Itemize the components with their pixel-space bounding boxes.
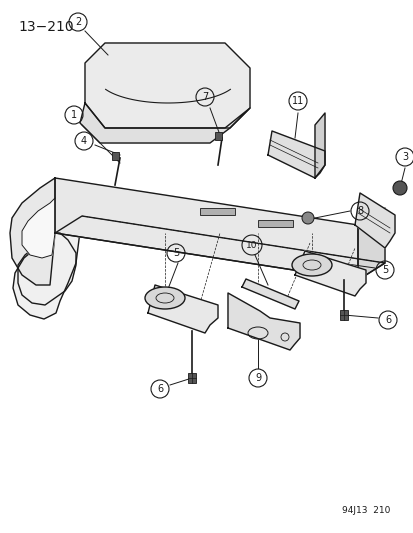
Text: 2: 2 <box>75 17 81 27</box>
Bar <box>257 220 292 227</box>
Polygon shape <box>357 208 384 280</box>
Text: 7: 7 <box>202 92 208 102</box>
Text: 8: 8 <box>356 206 362 216</box>
Text: 5: 5 <box>173 248 179 258</box>
Text: 6: 6 <box>157 384 163 394</box>
Polygon shape <box>242 279 298 309</box>
Text: 13−210: 13−210 <box>18 20 74 34</box>
Bar <box>339 310 347 320</box>
Text: 1: 1 <box>71 110 77 120</box>
Text: 10: 10 <box>246 240 257 249</box>
Polygon shape <box>18 233 76 305</box>
Text: 3: 3 <box>401 152 407 162</box>
Polygon shape <box>314 113 324 178</box>
Bar <box>214 132 221 140</box>
Ellipse shape <box>291 254 331 276</box>
Bar <box>199 208 235 215</box>
Text: 5: 5 <box>381 265 387 275</box>
Polygon shape <box>228 293 299 350</box>
Polygon shape <box>85 43 249 128</box>
Polygon shape <box>55 216 384 280</box>
Circle shape <box>392 181 406 195</box>
Polygon shape <box>13 216 82 319</box>
Bar <box>112 152 119 160</box>
Circle shape <box>301 212 313 224</box>
Bar <box>188 373 195 383</box>
Text: 94J13  210: 94J13 210 <box>341 506 389 515</box>
Polygon shape <box>55 178 357 280</box>
Polygon shape <box>22 198 55 258</box>
Text: 6: 6 <box>384 315 390 325</box>
Text: 4: 4 <box>81 136 87 146</box>
Polygon shape <box>80 103 249 143</box>
Polygon shape <box>267 131 324 178</box>
Polygon shape <box>147 285 218 333</box>
Text: 9: 9 <box>254 373 261 383</box>
Polygon shape <box>294 251 365 296</box>
Text: 11: 11 <box>291 96 304 106</box>
Polygon shape <box>354 193 394 248</box>
Ellipse shape <box>145 287 185 309</box>
Polygon shape <box>10 178 55 285</box>
